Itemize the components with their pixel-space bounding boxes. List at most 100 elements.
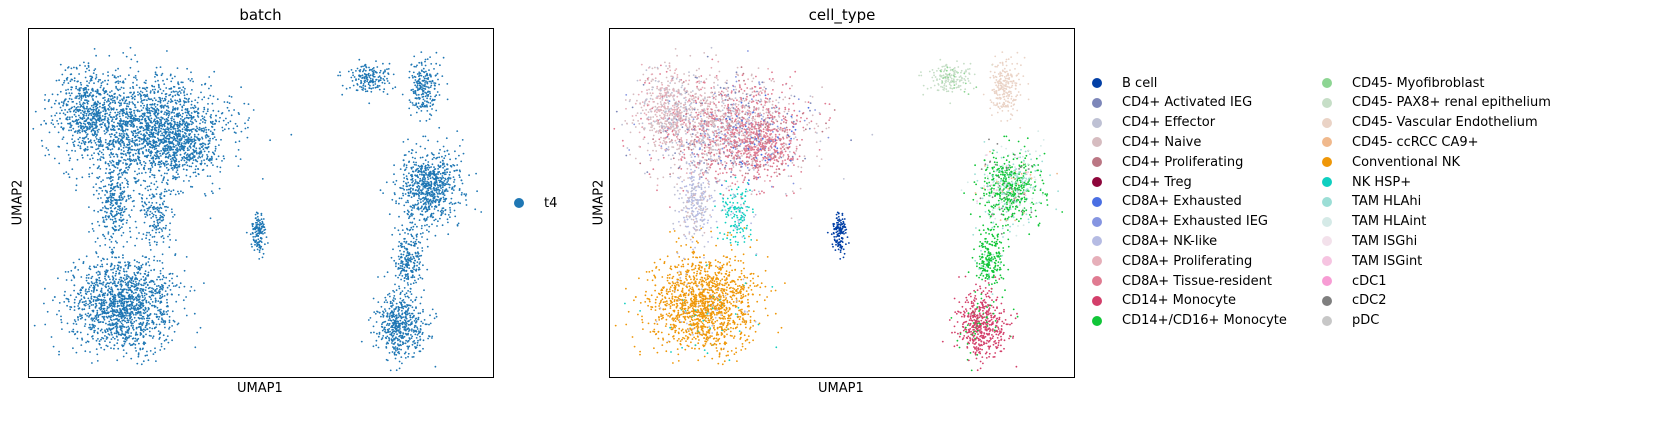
scatter-point-t4: [109, 297, 112, 300]
scatter-point-t4: [429, 56, 431, 58]
scatter-point-t4: [114, 69, 117, 72]
scatter-point-t4: [144, 308, 147, 310]
scatter-point-t4: [80, 94, 83, 97]
scatter-point-t4: [126, 151, 129, 154]
scatter-point-t4: [166, 50, 168, 52]
scatter-point-t4: [107, 216, 110, 219]
scatter-point-t4: [212, 109, 215, 112]
scatter-point-t4: [92, 163, 95, 166]
scatter-point-t4: [147, 189, 149, 192]
scatter-point-t4: [175, 300, 178, 303]
scatter-point-t4: [98, 340, 101, 342]
scatter-point-t4: [118, 132, 121, 135]
scatter-point-t4: [149, 350, 152, 352]
scatter-point-t4: [204, 143, 207, 146]
scatter-point-t4: [64, 271, 67, 273]
scatter-point-t4: [119, 110, 121, 113]
scatter-point-t4: [124, 177, 126, 180]
scatter-point-t4: [96, 237, 99, 240]
scatter-point-t4: [183, 156, 186, 159]
scatter-point-t4: [153, 91, 156, 94]
scatter-point-t4: [126, 319, 129, 322]
scatter-point-t4: [107, 282, 109, 285]
scatter-point-t4: [197, 157, 200, 159]
scatter-point-t4: [145, 90, 148, 92]
scatter-point-t4: [68, 176, 71, 179]
scatter-point-t4: [116, 359, 119, 362]
scatter-point-t4: [264, 243, 266, 246]
scatter-point-t4: [134, 152, 137, 155]
scatter-point-t4: [135, 132, 137, 135]
scatter-point-t4: [148, 281, 151, 284]
scatter-point-t4: [156, 149, 159, 152]
scatter-point-t4: [194, 128, 197, 131]
scatter-point-t4: [147, 127, 149, 129]
scatter-point-t4: [54, 296, 56, 298]
scatter-point-t4: [168, 284, 171, 287]
scatter-point-t4: [173, 213, 176, 216]
scatter-point-t4: [102, 307, 105, 310]
scatter-point-t4: [76, 158, 79, 161]
scatter-point-t4: [109, 190, 112, 193]
scatter-point-t4: [123, 274, 126, 277]
scatter-point-t4: [65, 149, 68, 152]
scatter-point-t4: [184, 108, 187, 111]
scatter-point-t4: [127, 134, 129, 137]
scatter-point-t4: [90, 284, 93, 287]
scatter-point-t4: [149, 313, 152, 315]
scatter-point-t4: [137, 326, 140, 328]
scatter-point-t4: [114, 101, 117, 104]
scatter-point-t4: [187, 112, 190, 115]
scatter-point-t4: [109, 193, 112, 195]
scatter-point-t4: [166, 335, 169, 337]
scatter-point-t4: [111, 250, 114, 253]
scatter-point-t4: [111, 312, 114, 315]
scatter-point-t4: [208, 159, 211, 162]
scatter-point-t4: [108, 109, 110, 111]
scatter-point-t4: [187, 137, 190, 139]
scatter-point-t4: [176, 136, 179, 139]
scatter-point-t4: [74, 97, 77, 99]
scatter-point-t4: [155, 360, 157, 362]
scatter-point-t4: [140, 209, 143, 212]
scatter-point-t4: [126, 274, 128, 276]
scatter-point-t4: [106, 191, 108, 194]
scatter-point-t4: [112, 143, 115, 146]
scatter-point-t4: [109, 198, 112, 201]
scatter-point-t4: [350, 69, 353, 71]
scatter-point-t4: [110, 301, 113, 303]
scatter-point-t4: [107, 285, 110, 288]
scatter-point-t4: [90, 146, 92, 148]
scatter-point-t4: [180, 137, 183, 140]
scatter-point-t4: [130, 324, 133, 327]
scatter-point-t4: [160, 301, 163, 304]
scatter-point-t4: [156, 208, 159, 211]
scatter-point-t4: [70, 67, 73, 70]
scatter-point-t4: [76, 67, 78, 70]
scatter-point-t4: [192, 153, 194, 156]
scatter-point-t4: [128, 143, 131, 146]
scatter-point-t4: [133, 272, 136, 274]
scatter-point-t4: [179, 92, 182, 94]
scatter-point-t4: [170, 146, 173, 149]
scatter-point-t4: [225, 123, 228, 126]
scatter-point-t4: [78, 101, 81, 103]
scatter-point-t4: [33, 324, 36, 327]
scatter-point-t4: [79, 331, 82, 334]
scatter-point-t4: [209, 175, 212, 178]
scatter-point-t4: [111, 322, 114, 325]
scatter-point-t4: [87, 123, 90, 126]
scatter-point-t4: [98, 79, 100, 81]
scatter-point-t4: [112, 138, 115, 141]
scatter-point-t4: [159, 214, 162, 217]
scatter-point-t4: [112, 204, 115, 207]
scatter-point-t4: [113, 75, 116, 78]
scatter-point-t4: [160, 313, 163, 316]
scatter-point-t4: [210, 155, 213, 158]
scatter-point-t4: [352, 74, 354, 77]
scatter-point-t4: [104, 277, 106, 280]
scatter-point-t4: [103, 101, 106, 104]
scatter-point-t4: [120, 194, 122, 197]
scatter-point-t4: [169, 289, 172, 291]
scatter-point-t4: [110, 332, 113, 334]
